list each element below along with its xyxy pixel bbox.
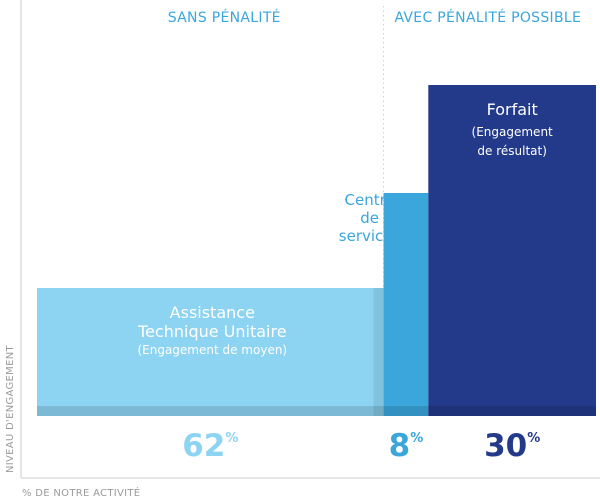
bar-base-forfait [428,406,596,416]
bar-centre-services [383,193,429,416]
bar-forfait [428,85,596,416]
bar-sublabel-assistance: (Engagement de moyen) [137,343,287,357]
bar-base-centre-services [383,406,429,416]
section-title-sans-penalite: SANS PÉNALITÉ [168,9,281,26]
bar-shadow-assistance [373,288,384,416]
bar-label-centre-services: services [339,227,401,245]
x-axis-label: % DE NOTRE ACTIVITÉ [22,486,140,499]
section-title-avec-penalite: AVEC PÉNALITÉ POSSIBLE [394,9,581,26]
bar-label-centre-services: de [360,209,379,227]
bar-label-forfait: Forfait [487,100,538,119]
bar-sublabel-forfait: (Engagement [472,125,554,139]
percent-forfait: 30% [484,428,540,464]
bar-label-centre-services: Centre [345,191,395,209]
percent-assistance: 62% [182,428,238,464]
percent-centre-services: 8% [389,428,424,464]
bars-group [37,85,596,416]
bar-assistance [37,288,384,416]
y-axis-label: NIVEAU D'ENGAGEMENT [5,345,16,473]
bar-base-assistance [37,406,384,416]
bar-sublabel-forfait: de résultat) [477,144,547,158]
bar-label-assistance: Assistance [170,303,255,322]
bar-label-assistance: Technique Unitaire [137,322,287,341]
